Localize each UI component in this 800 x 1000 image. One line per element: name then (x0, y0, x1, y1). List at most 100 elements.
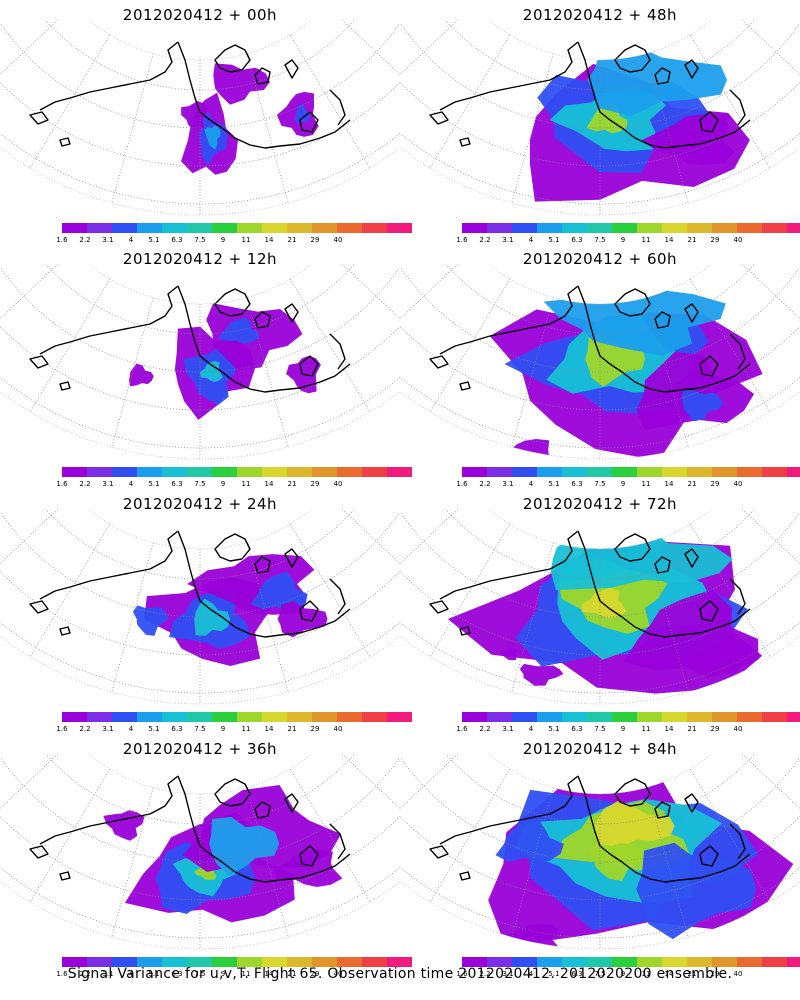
variance-contour (636, 351, 755, 430)
coastline (29, 530, 351, 638)
coastline-segment (429, 600, 449, 614)
colorbar-tick-label: 9 (220, 970, 226, 978)
coastline-segment (177, 775, 351, 883)
colorbar-swatch (287, 223, 312, 233)
panel-title: 2012020412 + 84h (522, 740, 678, 758)
coastline-segment (439, 41, 579, 111)
colorbar-swatch (512, 957, 537, 967)
colorbar-swatch (637, 223, 662, 233)
coastline-segment (684, 59, 699, 79)
variance-contour (587, 842, 644, 882)
colorbar-swatch (462, 467, 487, 477)
variance-field (489, 289, 763, 459)
colorbar-swatch (487, 467, 512, 477)
colorbar-swatch (662, 712, 687, 722)
colorbar-swatch (262, 712, 287, 722)
coastline (29, 285, 351, 393)
colorbar-tick-label: 9 (220, 725, 226, 733)
coastline-segment (614, 778, 651, 807)
colorbar-swatch (87, 467, 112, 477)
colorbar-tick-label: 7.5 (594, 970, 606, 978)
colorbar-tick-label: 2.2 (479, 480, 491, 488)
coastline-segment (699, 111, 719, 133)
colorbar-swatch (262, 957, 287, 967)
colorbar-tick-label: 6.3 (571, 725, 583, 733)
coastline-segment (299, 845, 319, 867)
colorbar-swatch (562, 712, 587, 722)
colorbar-swatch (662, 223, 687, 233)
variance-contour (204, 125, 221, 150)
variance-contour (129, 363, 154, 387)
coastline-segment (39, 530, 179, 600)
colorbar-swatch (262, 467, 287, 477)
colorbar-swatch (362, 957, 387, 967)
colorbar-swatch (187, 223, 212, 233)
coastline-segment (254, 556, 271, 574)
colorbar-tick-label: 3.1 (502, 970, 514, 978)
coastline (429, 530, 751, 638)
variance-contour (498, 439, 557, 459)
colorbar (62, 467, 412, 477)
colorbar-tick-label: 11 (241, 480, 251, 488)
colorbar-swatch (187, 712, 212, 722)
coastline-segment (254, 311, 271, 329)
colorbar-swatch (462, 223, 487, 233)
colorbar-swatch (287, 957, 312, 967)
colorbar-tick-label: 21 (687, 480, 697, 488)
colorbar-tick-label: 14 (664, 480, 674, 488)
coastline-segment (284, 59, 299, 79)
colorbar-tick-label: 11 (241, 236, 251, 244)
colorbar-tick-label: 1.6 (456, 725, 468, 733)
colorbar-tick-label: 7.5 (594, 725, 606, 733)
coastline-segment (577, 775, 751, 883)
coastline-segment (729, 89, 746, 126)
colorbar-swatch (487, 223, 512, 233)
graticule (0, 20, 400, 215)
colorbar-tick-label: 21 (687, 970, 697, 978)
colorbar-tick-label: 21 (287, 725, 297, 733)
colorbar-swatch (237, 223, 262, 233)
coastline-segment (214, 533, 251, 562)
colorbar-tick-label: 4 (128, 725, 134, 733)
colorbar-swatch (712, 712, 737, 722)
colorbar-swatch (62, 712, 87, 722)
variance-contour (495, 819, 564, 862)
colorbar-tick-label: 40 (733, 725, 743, 733)
colorbar-tick-label: 7.5 (594, 480, 606, 488)
coastline (29, 41, 351, 149)
variance-contour (194, 598, 231, 636)
coastline-segment (254, 67, 271, 85)
colorbar-tick-label: 14 (264, 236, 274, 244)
colorbar (62, 957, 412, 967)
coastline-segment (254, 801, 271, 819)
variance-contour (499, 648, 519, 661)
colorbar-tick-label: 29 (710, 480, 720, 488)
colorbar-swatch (87, 712, 112, 722)
coastline-segment (29, 111, 49, 125)
colorbar-tick-label: 9 (620, 970, 626, 978)
colorbar-swatch (362, 712, 387, 722)
colorbar-tick-label: 3.1 (502, 725, 514, 733)
colorbar-swatch (162, 957, 187, 967)
colorbar-swatch (762, 957, 787, 967)
coastline-segment (59, 626, 71, 636)
figure-caption: Signal Variance for u,v,T. Flight 65. Ob… (67, 966, 733, 982)
colorbar-swatch (687, 467, 712, 477)
variance-contour (250, 571, 308, 611)
colorbar-tick-label: 11 (641, 970, 651, 978)
polar-map (400, 509, 800, 705)
colorbar-swatch (287, 712, 312, 722)
variance-contour (642, 114, 735, 165)
coastline-segment (654, 556, 671, 574)
colorbar-swatch (487, 712, 512, 722)
variance-contour (543, 289, 726, 356)
colorbar-tick-label: 29 (310, 970, 320, 978)
colorbar-swatch (312, 957, 337, 967)
colorbar-swatch (612, 223, 637, 233)
colorbar-swatch (187, 467, 212, 477)
colorbar-tick-label: 1.6 (56, 725, 68, 733)
graticule (0, 754, 400, 949)
colorbar-swatch (712, 467, 737, 477)
variance-field (129, 303, 321, 420)
colorbar-swatch (387, 467, 412, 477)
